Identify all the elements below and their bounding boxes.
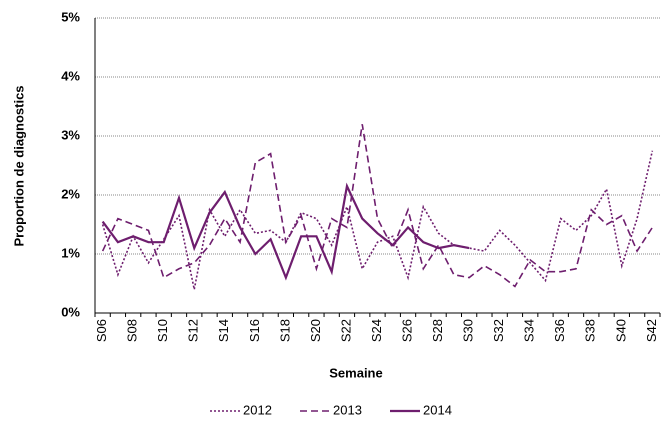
x-tick-label: S10 (155, 319, 170, 342)
x-tick-label: S14 (216, 319, 231, 342)
x-tick-label: S34 (522, 319, 537, 342)
y-tick-label: 5% (61, 9, 80, 24)
x-tick-label: S40 (613, 319, 628, 342)
x-tick-label: S06 (94, 319, 109, 342)
y-tick-label: 0% (61, 304, 80, 319)
x-tick-label: S16 (247, 319, 262, 342)
y-tick-label: 4% (61, 68, 80, 83)
series-line (101, 182, 470, 281)
x-tick-label: S08 (125, 319, 140, 342)
y-tick-label: 2% (61, 186, 80, 201)
legend-label: 2014 (423, 402, 452, 417)
x-tick-label: S18 (277, 319, 292, 342)
x-tick-label: S22 (338, 319, 353, 342)
x-tick-label: S12 (186, 319, 201, 342)
x-tick-label: S24 (369, 319, 384, 342)
x-tick-label: S26 (399, 319, 414, 342)
x-tick-label: S36 (552, 319, 567, 342)
x-tick-label: S38 (583, 319, 598, 342)
series-line (101, 150, 654, 290)
x-tick-label: S30 (461, 319, 476, 342)
y-axis-label: Proportion de diagnostics (11, 85, 26, 246)
x-tick-label: S42 (644, 319, 659, 342)
x-axis-label: Semaine (329, 365, 382, 380)
series-line (101, 124, 654, 288)
legend-label: 2012 (243, 402, 272, 417)
y-tick-label: 3% (61, 127, 80, 142)
x-tick-label: S20 (308, 319, 323, 342)
y-tick-label: 1% (61, 245, 80, 260)
legend-label: 2013 (333, 402, 362, 417)
x-tick-label: S32 (491, 319, 506, 342)
x-tick-label: S28 (430, 319, 445, 342)
